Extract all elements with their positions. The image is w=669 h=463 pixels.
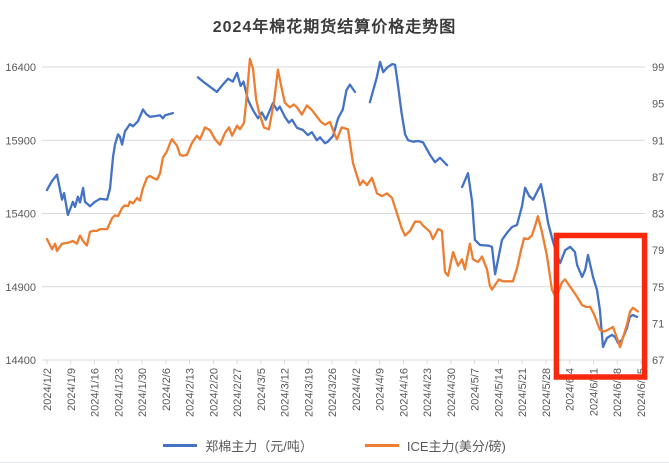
x-axis-tick-label: 2024/4/30: [446, 368, 458, 417]
x-axis-tick-label: 2024/1/2: [42, 368, 54, 411]
right-axis-tick-label: 87: [652, 172, 664, 184]
right-axis-tick-label: 67: [652, 355, 664, 367]
legend-label-ice: ICE主力(美分/磅): [406, 439, 506, 454]
x-axis-tick-label: 2024/2/27: [232, 368, 244, 417]
ice-price-line: [45, 57, 640, 349]
x-axis-tick-label: 2024/1/30: [137, 368, 149, 417]
left-axis-tick-label: 14400: [5, 355, 36, 367]
x-axis-tick-label: 2024/3/5: [256, 368, 268, 411]
x-axis-tick-label: 2024/3/12: [280, 368, 292, 417]
legend-item-zhengmian: 郑棉主力（元/吨）: [163, 436, 313, 455]
right-axis-tick-label: 79: [652, 245, 664, 257]
left-axis-tick-label: 15900: [5, 135, 36, 147]
x-axis-tick-label: 2024/4/16: [398, 368, 410, 417]
right-axis-tick-label: 83: [652, 209, 664, 221]
zhengmian-line-swatch-icon: [163, 444, 198, 447]
x-axis-tick-label: 2024/4/9: [375, 368, 387, 411]
x-axis-tick-label: 2024/3/19: [303, 368, 315, 417]
x-axis-tick-label: 2024/2/13: [185, 368, 197, 417]
left-axis-tick-label: 16400: [5, 62, 36, 74]
left-axis-tick-label: 14900: [5, 282, 36, 294]
x-axis-tick-label: 2024/6/11: [588, 368, 600, 416]
x-axis-tick-label: 2024/4/23: [422, 368, 434, 417]
right-axis-tick-label: 95: [652, 99, 664, 111]
x-axis-tick-label: 2024/5/7: [470, 368, 482, 411]
zhengmian-price-line: [368, 60, 449, 167]
highlight-rect: [553, 232, 648, 380]
ice-line-swatch-icon: [364, 444, 399, 447]
x-axis-tick-label: 2024/4/2: [351, 368, 363, 411]
right-axis-tick-label: 71: [652, 318, 664, 330]
chart-legend: 郑棉主力（元/吨） ICE主力(美分/磅): [0, 436, 669, 455]
chart-title: 2024年棉花期货结算价格走势图: [212, 19, 457, 36]
legend-label-zhengmian: 郑棉主力（元/吨）: [205, 439, 313, 454]
x-axis-tick-label: 2024/2/20: [208, 368, 220, 417]
x-axis-tick-label: 2024/5/28: [541, 368, 553, 417]
x-axis-tick-label: 2024/5/21: [517, 368, 529, 417]
x-axis-tick-label: 2024/1/9: [66, 368, 78, 411]
x-axis-tick-label: 2024/6/25: [636, 368, 648, 417]
zhengmian-price-line: [460, 172, 639, 349]
zhengmian-price-line: [45, 108, 175, 217]
legend-item-ice: ICE主力(美分/磅): [364, 436, 506, 455]
right-axis-tick-label: 75: [652, 282, 664, 294]
x-axis-tick-label: 2024/6/18: [612, 368, 624, 417]
x-axis-tick-label: 2024/5/14: [493, 368, 505, 417]
right-axis-tick-label: 99: [652, 62, 664, 74]
x-axis-tick-label: 2024/1/23: [113, 368, 125, 417]
x-axis-tick-label: 2024/3/26: [327, 368, 339, 417]
x-axis-tick-label: 2024/2/6: [161, 368, 173, 411]
zhengmian-price-line: [196, 71, 357, 145]
x-axis-tick-label: 2024/1/16: [90, 368, 102, 417]
right-axis-tick-label: 91: [652, 135, 664, 147]
left-axis-tick-label: 15400: [5, 209, 36, 221]
